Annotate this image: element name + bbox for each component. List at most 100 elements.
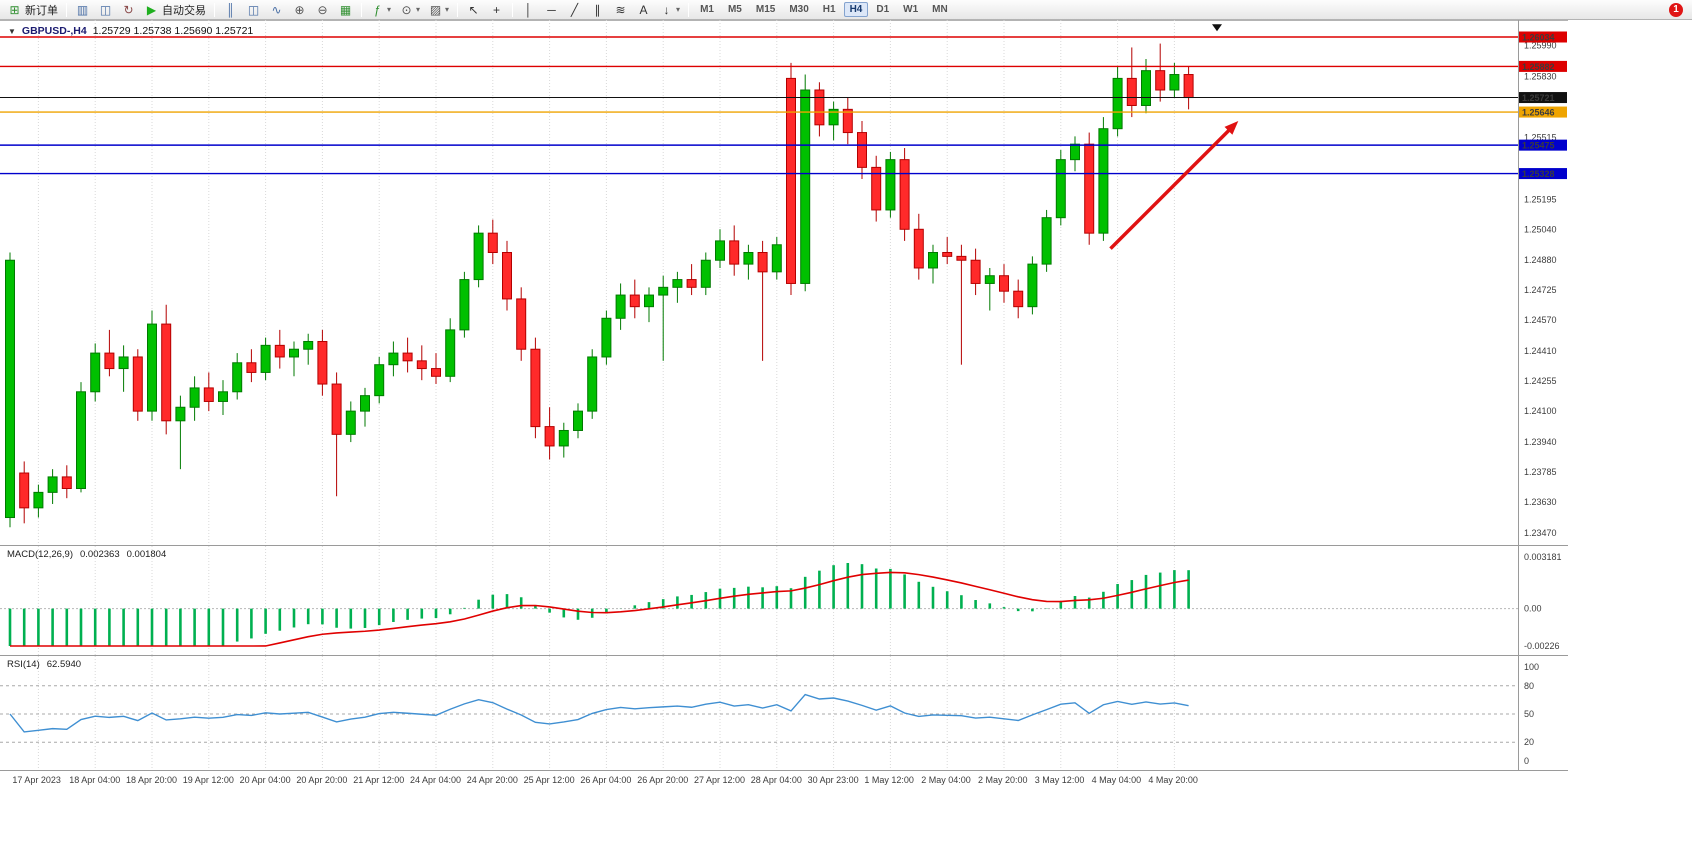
time-label: 4 May 04:00 [1091, 775, 1142, 785]
svg-text:100: 100 [1524, 662, 1539, 672]
price-tag [1519, 60, 1567, 72]
time-label: 24 Apr 04:00 [410, 775, 462, 785]
symbol-dropdown-icon[interactable]: ▼ [8, 26, 16, 36]
text-label-icon: A [639, 2, 648, 17]
trendline-icon: ╱ [570, 2, 579, 17]
vertical-line-button[interactable]: │ [517, 1, 540, 19]
svg-text:0.00: 0.00 [1524, 604, 1542, 614]
time-axis[interactable]: 17 Apr 2023 18 Apr 04:00 18 Apr 20:00 19 Ap… [0, 770, 1568, 789]
timeframe-mn-button[interactable]: MN [932, 4, 948, 15]
time-label: 4 May 20:00 [1148, 775, 1198, 785]
arrow-objects-button[interactable]: ↓ ▾ [655, 1, 684, 19]
timeframe-m1-button[interactable]: M1 [700, 4, 714, 15]
zoom-in-button[interactable]: ⊕ [288, 1, 311, 19]
chart-window-button[interactable]: ▥ [71, 1, 94, 19]
time-label: 21 Apr 12:00 [353, 775, 405, 785]
svg-text:1.25328: 1.25328 [1522, 169, 1555, 179]
time-label: 1 May 12:00 [864, 775, 914, 785]
refresh-button[interactable]: ↻ [117, 1, 140, 19]
price-tag [1519, 106, 1567, 118]
timeframe-m5-button[interactable]: M5 [727, 4, 742, 15]
rsi-value: 62.5940 [46, 659, 82, 670]
periods-button[interactable]: ⊙ ▾ [395, 1, 424, 19]
crosshair-button[interactable]: + [485, 1, 508, 19]
horizontal-line-icon: ─ [547, 2, 556, 17]
indicators-button[interactable]: ƒ ▾ [366, 1, 395, 19]
price-tag [1519, 168, 1567, 180]
templates-button[interactable]: ▨ ▾ [424, 1, 453, 19]
new-order-icon: ⊞ [9, 2, 20, 17]
arrow-objects-dropdown-icon[interactable]: ▾ [676, 5, 681, 14]
timeframe-m30-button[interactable]: M30 [789, 4, 809, 15]
candlestick-series [5, 43, 1194, 528]
notification-badge[interactable]: 1 [1669, 2, 1683, 17]
time-label: 18 Apr 04:00 [69, 775, 121, 785]
equidistant-channel-button[interactable]: ∥ [586, 1, 609, 19]
profile-button[interactable]: ◫ [94, 1, 117, 19]
time-label: 30 Apr 23:00 [807, 775, 859, 785]
tile-windows-icon: ▦ [339, 2, 352, 17]
svg-text:1.24255: 1.24255 [1524, 376, 1557, 386]
time-label: 28 Apr 04:00 [750, 775, 802, 785]
trendline-button[interactable]: ╱ [563, 1, 586, 19]
indicators-icon: ƒ [374, 2, 381, 17]
svg-text:1.25646: 1.25646 [1522, 108, 1555, 118]
timeframe-w1-button[interactable]: W1 [903, 4, 919, 15]
cursor-button[interactable]: ↖ [462, 1, 485, 19]
macd-panel-canvas[interactable]: 0.003181 0.00 -0.00226 [0, 545, 1568, 655]
chart-type-line-button[interactable]: ∿ [265, 1, 288, 19]
timeframe-d1-button[interactable]: D1 [876, 4, 890, 15]
timeframe-h4-button[interactable]: H4 [843, 2, 869, 17]
chart-type-bars-button[interactable]: ║ [219, 1, 242, 19]
time-label: 20 Apr 20:00 [296, 775, 348, 785]
time-label: 24 Apr 20:00 [466, 775, 518, 785]
triangle-down-marker [1212, 24, 1222, 32]
time-label: 2 May 20:00 [978, 775, 1028, 785]
text-label-button[interactable]: A [632, 1, 655, 19]
autotrading-button[interactable]: ▶ 自动交易 [140, 1, 210, 19]
chart-window-icon: ▥ [76, 2, 89, 17]
timeframe-h1-button[interactable]: H1 [822, 4, 836, 15]
vertical-line-icon: │ [524, 2, 533, 17]
indicators-dropdown-icon[interactable]: ▾ [387, 5, 392, 14]
horizontal-line-button[interactable]: ─ [540, 1, 563, 19]
fibonacci-button[interactable]: ≋ [609, 1, 632, 19]
macd-signal-line [10, 571, 1189, 647]
symbol-title: GBPUSD-,H4 [21, 25, 87, 37]
svg-text:1.23940: 1.23940 [1524, 437, 1557, 447]
svg-text:1.25195: 1.25195 [1524, 194, 1557, 204]
zoom-out-button[interactable]: ⊖ [311, 1, 334, 19]
templates-dropdown-icon[interactable]: ▾ [445, 5, 450, 14]
chart-type-candles-icon: ◫ [247, 2, 260, 17]
fibonacci-icon: ≋ [615, 2, 626, 17]
svg-text:1.24570: 1.24570 [1524, 315, 1557, 325]
macd-label: MACD(12,26,9) 0.002363 0.001804 [7, 549, 166, 560]
svg-text:0: 0 [1524, 756, 1529, 766]
svg-text:1.25830: 1.25830 [1524, 71, 1557, 81]
time-label: 18 Apr 20:00 [126, 775, 178, 785]
svg-text:20: 20 [1524, 737, 1534, 747]
periods-dropdown-icon[interactable]: ▾ [416, 5, 421, 14]
svg-text:80: 80 [1524, 681, 1534, 691]
svg-text:1.26034: 1.26034 [1522, 33, 1555, 43]
svg-text:1.23630: 1.23630 [1524, 497, 1557, 507]
macd-name: MACD(12,26,9) [7, 549, 73, 560]
time-label: 27 Apr 12:00 [694, 775, 746, 785]
svg-text:1.25515: 1.25515 [1524, 132, 1557, 142]
cursor-icon: ↖ [468, 2, 479, 17]
tile-windows-button[interactable]: ▦ [334, 1, 357, 19]
rsi-panel-canvas[interactable]: 100 80 50 20 0 [0, 655, 1568, 770]
templates-icon: ▨ [429, 2, 442, 17]
svg-text:1.25040: 1.25040 [1524, 224, 1557, 234]
timeframe-m15-button[interactable]: M15 [755, 4, 776, 15]
refresh-icon: ↻ [123, 2, 134, 17]
price-chart-canvas[interactable]: 1.25990 1.25830 1.25515 1.25195 1.25040 1.248… [0, 20, 1568, 545]
toolbar-separator [66, 2, 67, 17]
time-label: 26 Apr 20:00 [637, 775, 689, 785]
new-order-label: 新订单 [25, 4, 58, 17]
new-order-button[interactable]: ⊞ 新订单 [3, 1, 62, 19]
chart-type-candles-button[interactable]: ◫ [242, 1, 265, 19]
toolbar-separator [688, 2, 690, 17]
svg-text:1.23785: 1.23785 [1524, 467, 1557, 477]
